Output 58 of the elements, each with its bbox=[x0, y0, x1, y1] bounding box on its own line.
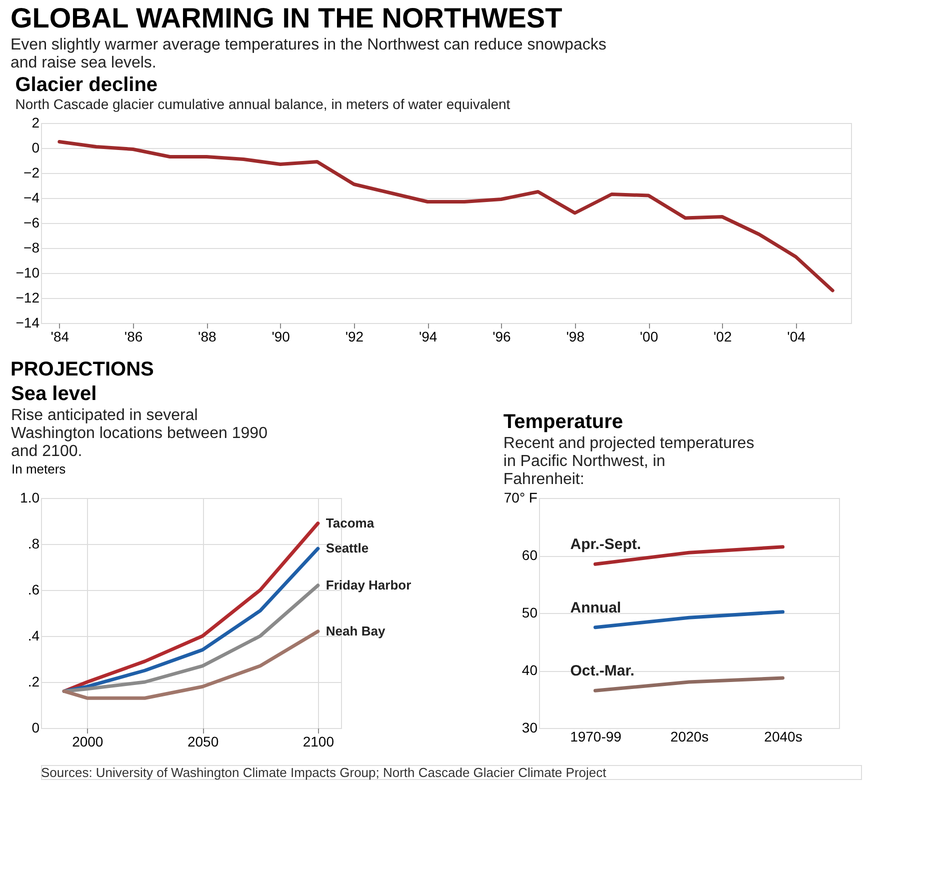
line-series bbox=[58, 140, 834, 292]
x-tick-label: '04 bbox=[787, 328, 806, 344]
x-tick-label: '86 bbox=[124, 328, 143, 344]
chart-subtitle: Rise anticipated in several Washington locations between 1990 and 2100. bbox=[11, 407, 268, 460]
x-tick-label: '94 bbox=[418, 328, 438, 344]
x-tick-label: 2100 bbox=[302, 734, 334, 750]
y-tick-label: −2 bbox=[24, 164, 40, 180]
y-tick-label: .4 bbox=[28, 628, 40, 644]
y-tick-label: 70° F bbox=[504, 490, 538, 506]
y-tick-label: 50 bbox=[522, 604, 538, 620]
y-tick-label: −8 bbox=[24, 240, 40, 256]
y-tick-label: 60 bbox=[522, 547, 538, 563]
y-tick-label: −6 bbox=[24, 214, 40, 230]
y-tick-label: .6 bbox=[28, 582, 40, 598]
y-tick-label: −10 bbox=[16, 264, 40, 280]
y-tick-label: 1.0 bbox=[20, 490, 40, 506]
x-tick-label: 2000 bbox=[72, 734, 104, 750]
x-tick-label: 2050 bbox=[187, 734, 219, 750]
line-series bbox=[62, 584, 320, 693]
x-tick-label: '88 bbox=[198, 328, 217, 344]
line-series bbox=[62, 630, 320, 700]
y-tick-label: 40 bbox=[522, 662, 538, 678]
x-tick-label: '00 bbox=[640, 328, 658, 344]
x-tick-label: 2040s bbox=[764, 728, 802, 744]
x-tick-label: '96 bbox=[492, 328, 512, 344]
y-tick-label: −4 bbox=[24, 190, 40, 206]
text: North Cascade glacier cumulative annual balance, in meters of water equivalent bbox=[15, 96, 510, 112]
y-tick-label: 0 bbox=[32, 720, 40, 736]
series-label: Friday Harbor bbox=[326, 577, 412, 592]
chart-subtitle: Even slightly warmer average temperatures in the Northwest can reduce snowpacks and raise sea levels. bbox=[10, 36, 606, 72]
series-label: Tacoma bbox=[326, 515, 375, 530]
chart-title: GLOBAL WARMING IN THE NORTHWEST bbox=[10, 2, 562, 34]
series-label: Seattle bbox=[326, 540, 369, 556]
x-tick-label: '92 bbox=[345, 328, 364, 344]
chart-title: Temperature bbox=[503, 411, 624, 433]
y-tick-label: .8 bbox=[28, 536, 40, 552]
y-tick-label: −12 bbox=[16, 290, 40, 306]
y-tick-label: 30 bbox=[522, 720, 538, 736]
x-tick-label: '02 bbox=[714, 328, 732, 344]
y-tick-label: −14 bbox=[16, 314, 40, 330]
chart-subtitle: Recent and projected temperatures in Pacific Northwest, in Fahrenheit: bbox=[503, 435, 754, 488]
x-tick-label: '98 bbox=[566, 328, 585, 344]
x-tick-label: 2020s bbox=[670, 728, 709, 744]
text: PROJECTIONS bbox=[10, 358, 154, 380]
chart-title: Sea level bbox=[11, 383, 97, 405]
y-tick-label: 0 bbox=[32, 140, 40, 156]
y-axis-title: In meters bbox=[12, 462, 66, 476]
y-tick-label: .2 bbox=[28, 674, 40, 690]
x-tick-label: 1970-99 bbox=[570, 728, 622, 744]
series-label: Oct.-Mar. bbox=[570, 662, 634, 680]
x-tick-label: '84 bbox=[50, 328, 70, 344]
y-tick-label: 2 bbox=[32, 114, 40, 130]
series-label: Apr.-Sept. bbox=[570, 536, 642, 554]
series-label: Neah Bay bbox=[326, 623, 386, 638]
source-note: Sources: University of Washington Climate Impacts Group; North Cascade Glacier Climate Project bbox=[41, 765, 607, 780]
text: Glacier decline bbox=[15, 74, 158, 96]
x-tick-label: '90 bbox=[272, 328, 290, 344]
series-label: Annual bbox=[570, 599, 622, 616]
